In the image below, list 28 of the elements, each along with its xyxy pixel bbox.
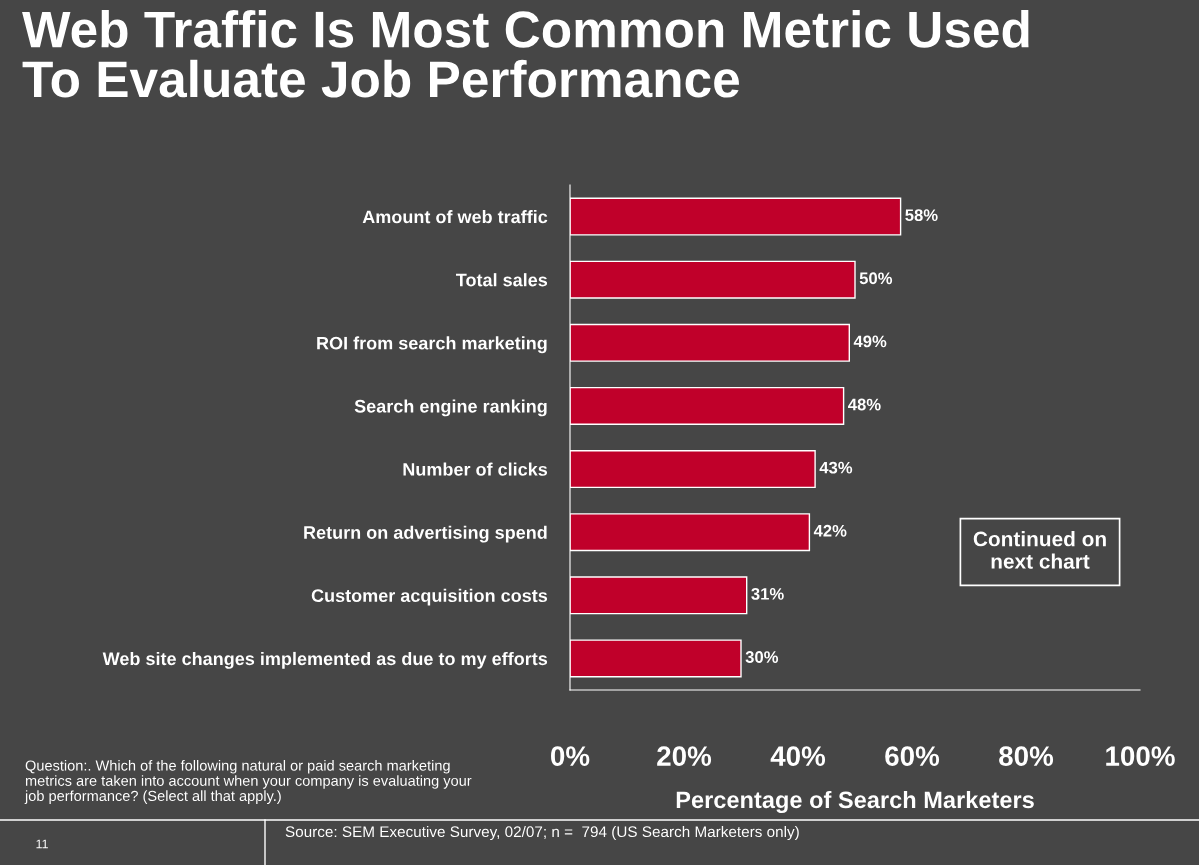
data-label: 31%: [751, 587, 784, 600]
data-label: 42%: [813, 524, 847, 537]
data-label: 48%: [848, 398, 881, 411]
data-label: 43%: [819, 461, 853, 474]
text: 11: [36, 839, 48, 849]
y-tick-label: Customer acquisition costs: [311, 588, 548, 606]
x-tick-label: 80%: [999, 746, 1054, 766]
text: Question:. Which of the following natural or paid search marketing metrics are taken into account when your company is evaluating your job performance? (Select all that apply.): [24, 760, 472, 804]
x-tick-label: 60%: [885, 746, 940, 766]
data-label: 30%: [745, 651, 779, 663]
x-tick-label: 100%: [1106, 746, 1175, 766]
y-tick-label: Web site changes implemented as due to my efforts: [102, 651, 548, 669]
source-note: Source: SEM Executive Survey, 02/07; n = 794 (US Search Marketers only): [285, 825, 799, 841]
x-tick-label: 0%: [551, 746, 590, 766]
data-label: 49%: [853, 335, 887, 348]
data-label: 50%: [859, 272, 893, 285]
y-tick-label: ROI from search marketing: [317, 336, 547, 354]
y-tick-label: Total sales: [455, 273, 548, 287]
annotation: Continued on next chart: [973, 531, 1106, 569]
chart-title: Web Traffic Is Most Common Metric Used To Evaluate Job Performance: [22, 10, 1029, 98]
y-tick-label: Number of clicks: [403, 462, 548, 476]
data-label: 58%: [905, 209, 938, 222]
x-tick-label: 20%: [657, 746, 712, 766]
y-tick-label: Return on advertising spend: [304, 525, 547, 543]
x-tick-label: 40%: [770, 746, 826, 766]
x-axis-title: Percentage of Search Marketers: [676, 790, 1034, 814]
y-tick-label: Search engine ranking: [354, 399, 547, 417]
y-tick-label: Amount of web traffic: [362, 210, 548, 224]
